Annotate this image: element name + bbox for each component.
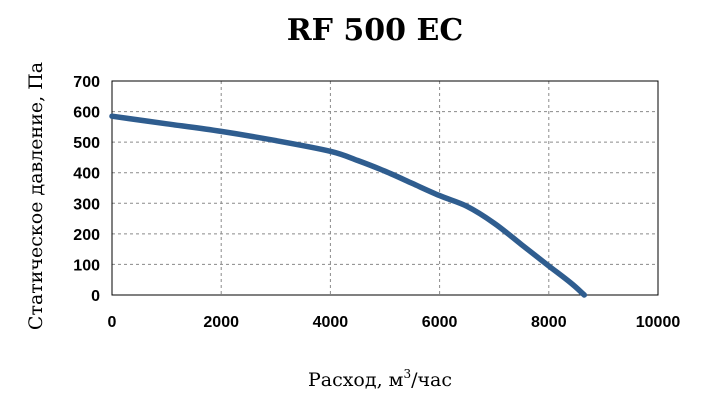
x-tick-label: 4000	[313, 314, 349, 331]
y-tick-label: 200	[73, 227, 100, 244]
y-tick-label: 600	[73, 105, 100, 122]
x-axis-label-main: Расход, м	[308, 369, 404, 391]
plot-frame	[111, 80, 659, 296]
x-tick-label: 0	[108, 314, 117, 331]
y-tick-label: 500	[73, 135, 100, 152]
y-tick-label: 300	[73, 196, 100, 213]
y-axis-label: Статическое давление, Па	[25, 62, 47, 330]
series-line	[109, 113, 588, 298]
chart-title: RF 500 EC	[287, 13, 463, 48]
y-tick-label: 100	[73, 257, 100, 274]
y-tick-label: 700	[73, 74, 100, 91]
x-axis-label-superscript: 3	[403, 367, 411, 381]
x-tick-label: 6000	[422, 314, 458, 331]
x-axis-label-tail: /час	[411, 369, 452, 391]
y-tick-label: 400	[73, 166, 100, 183]
x-tick-label: 10000	[636, 314, 681, 331]
x-axis-label: Расход, м3/час	[308, 367, 452, 391]
grid	[112, 81, 658, 295]
x-tick-label: 8000	[531, 314, 567, 331]
x-tick-label: 2000	[203, 314, 239, 331]
y-tick-label: 0	[91, 288, 100, 305]
x-tick-labels: 0 2000 4000 6000 8000 10000	[108, 314, 681, 331]
y-tick-labels: 0 100 200 300 400 500 600 700	[73, 74, 100, 305]
